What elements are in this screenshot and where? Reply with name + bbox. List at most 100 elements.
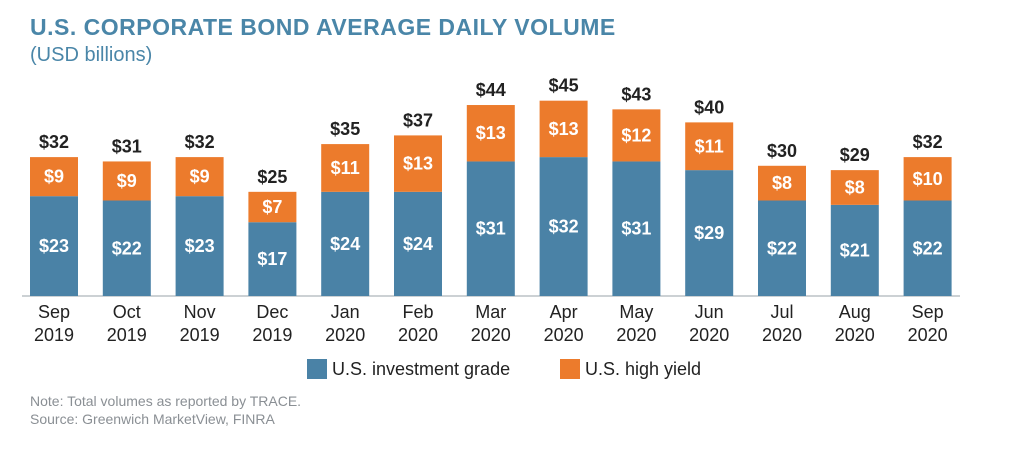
x-tick-label-month: Oct: [113, 302, 141, 322]
bar-high-yield: [466, 105, 515, 162]
x-tick-label-month: Jun: [695, 302, 724, 322]
data-label-total: $31: [112, 136, 142, 156]
x-tick-label-month: Dec: [256, 302, 288, 322]
legend-label-high-yield: U.S. high yield: [585, 359, 701, 379]
data-label-high-yield: $8: [845, 177, 865, 197]
x-tick-label-month: May: [619, 302, 653, 322]
x-tick-label-month: Nov: [184, 302, 216, 322]
chart-source: Source: Greenwich MarketView, FINRA: [30, 411, 275, 427]
bar-investment-grade: [830, 204, 879, 296]
bar-investment-grade: [685, 170, 734, 296]
data-label-investment-grade: $29: [694, 223, 724, 243]
data-label-high-yield: $9: [117, 171, 137, 191]
data-label-total: $32: [913, 132, 943, 152]
data-label-high-yield: $11: [331, 158, 360, 178]
bar-investment-grade: [102, 200, 151, 296]
bar-investment-grade: [175, 196, 224, 296]
bar-high-yield: [102, 161, 151, 201]
x-tick-label-year: 2019: [107, 325, 147, 345]
data-label-high-yield: $11: [695, 136, 724, 156]
data-label-investment-grade: $32: [549, 217, 579, 237]
x-tick-label-year: 2020: [908, 325, 948, 345]
x-tick-label-month: Jan: [331, 302, 360, 322]
bar-investment-grade: [539, 157, 588, 296]
bar-investment-grade: [466, 161, 515, 296]
data-label-total: $44: [476, 80, 506, 100]
data-label-investment-grade: $24: [403, 234, 433, 254]
bar-high-yield: [30, 157, 78, 197]
x-tick-label-year: 2019: [34, 325, 74, 345]
data-label-total: $29: [840, 145, 870, 165]
data-label-total: $37: [403, 110, 433, 130]
legend-label-investment-grade: U.S. investment grade: [332, 359, 510, 379]
data-label-total: $35: [330, 119, 360, 139]
x-tick-label-year: 2020: [325, 325, 365, 345]
data-label-investment-grade: $22: [767, 238, 797, 258]
x-tick-label-month: Sep: [912, 302, 944, 322]
x-tick-label-year: 2020: [689, 325, 729, 345]
x-tick-label-month: Feb: [402, 302, 433, 322]
bar-investment-grade: [321, 191, 370, 296]
chart-note: Note: Total volumes as reported by TRACE…: [30, 393, 302, 409]
chart-subtitle: (USD billions): [30, 44, 153, 66]
data-label-total: $32: [185, 132, 215, 152]
x-tick-label-month: Apr: [550, 302, 578, 322]
data-label-total: $30: [767, 141, 797, 161]
data-label-high-yield: $8: [772, 173, 792, 193]
bar-investment-grade: [30, 196, 78, 296]
data-label-investment-grade: $21: [840, 240, 870, 260]
bar-high-yield: [394, 135, 442, 192]
bar-high-yield: [758, 165, 806, 201]
x-tick-label-month: Sep: [38, 302, 70, 322]
x-tick-label-year: 2020: [544, 325, 584, 345]
x-tick-label-year: 2020: [835, 325, 875, 345]
data-label-high-yield: $13: [549, 119, 579, 139]
x-tick-label-year: 2020: [762, 325, 802, 345]
x-tick-label-year: 2019: [180, 325, 220, 345]
data-label-high-yield: $13: [476, 123, 506, 143]
bar-high-yield: [321, 144, 370, 192]
data-label-total: $32: [39, 132, 69, 152]
x-tick-label-month: Jul: [770, 302, 793, 322]
bar-high-yield: [248, 191, 297, 223]
data-label-investment-grade: $23: [185, 236, 215, 256]
data-label-high-yield: $9: [44, 167, 64, 187]
data-label-high-yield: $13: [403, 154, 433, 174]
data-label-total: $25: [257, 167, 287, 187]
bar-investment-grade: [903, 200, 952, 296]
data-label-investment-grade: $23: [39, 236, 69, 256]
x-tick-label-year: 2020: [398, 325, 438, 345]
data-label-investment-grade: $31: [621, 219, 651, 239]
bar-high-yield: [612, 109, 661, 162]
data-label-high-yield: $7: [262, 197, 282, 217]
x-tick-label-month: Mar: [475, 302, 506, 322]
x-tick-label-year: 2020: [616, 325, 656, 345]
data-label-high-yield: $10: [913, 169, 943, 189]
data-label-total: $40: [694, 97, 724, 117]
data-label-high-yield: $12: [621, 125, 651, 145]
data-label-investment-grade: $31: [476, 219, 506, 239]
legend-swatch-investment-grade: [307, 359, 327, 379]
bar-high-yield: [685, 122, 734, 171]
data-label-investment-grade: $22: [112, 238, 142, 258]
bar-investment-grade: [394, 191, 442, 296]
bar-investment-grade: [758, 200, 806, 296]
x-tick-label-year: 2019: [252, 325, 292, 345]
bar-high-yield: [175, 157, 224, 197]
data-label-investment-grade: $17: [257, 249, 287, 269]
legend-swatch-high-yield: [560, 359, 580, 379]
data-label-high-yield: $9: [190, 167, 210, 187]
data-label-investment-grade: $24: [330, 234, 360, 254]
x-tick-label-year: 2020: [471, 325, 511, 345]
bar-investment-grade: [612, 161, 661, 296]
chart-title: U.S. CORPORATE BOND AVERAGE DAILY VOLUME: [30, 14, 616, 40]
data-label-total: $43: [621, 84, 651, 104]
bar-investment-grade: [248, 222, 297, 296]
bar-high-yield: [539, 100, 588, 158]
data-label-investment-grade: $22: [913, 238, 943, 258]
bar-high-yield: [903, 157, 952, 201]
bar-high-yield: [830, 170, 879, 205]
data-label-total: $45: [549, 76, 579, 96]
x-tick-label-month: Aug: [839, 302, 871, 322]
